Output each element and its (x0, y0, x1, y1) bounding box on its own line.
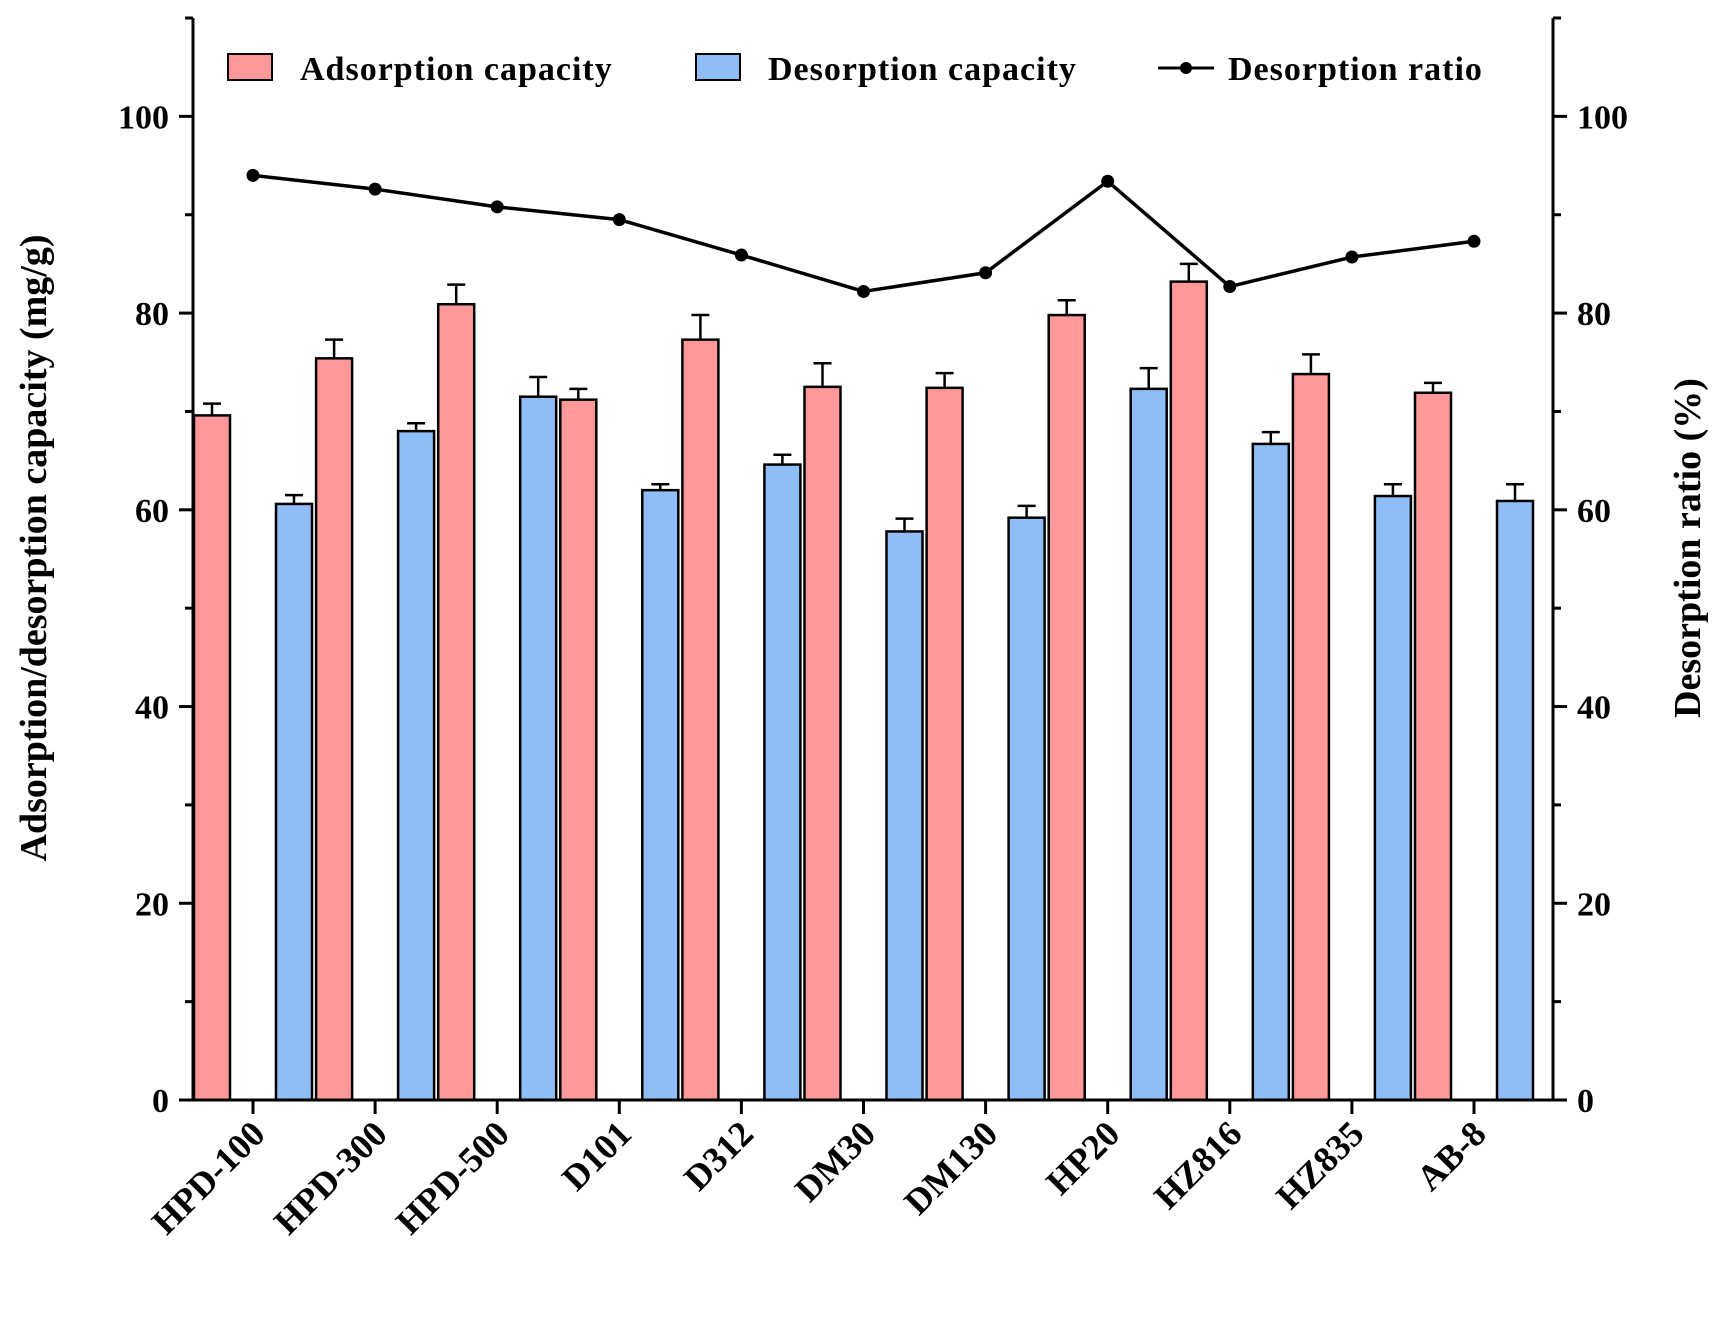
bar-desorption-D312 (763, 463, 802, 1102)
y-tick-label-40: 40 (135, 690, 169, 727)
y2-tick-label-100: 100 (1577, 99, 1628, 136)
legend-label-desorption: Desorption capacity (768, 51, 1077, 88)
y2-tick-label-20: 20 (1577, 886, 1611, 923)
x-tick-label-HP20: HP20 (1038, 1113, 1127, 1202)
bar-adsorption-HZ816 (1169, 280, 1209, 1102)
x-tick-label-DM30: DM30 (787, 1113, 883, 1209)
bar-desorption-HPD-100 (274, 502, 314, 1102)
y2-tick-label-0: 0 (1577, 1083, 1594, 1120)
x-tick-label-D101: D101 (554, 1113, 639, 1198)
bar-adsorption-D101 (559, 398, 598, 1102)
bar-adsorption-DM30 (803, 385, 842, 1102)
bar-adsorption-HPD-300 (314, 357, 354, 1102)
y-axis-title: Adsorption/desorption capacity (mg/g) (13, 235, 55, 862)
x-tick-label-D312: D312 (676, 1113, 761, 1198)
y-tick-label-100: 100 (118, 99, 169, 136)
bar-adsorption-HPD-500 (436, 302, 476, 1102)
bar-adsorption-DM130 (925, 386, 964, 1102)
legend-swatch-adsorption (227, 53, 273, 81)
bar-desorption-HZ835 (1373, 494, 1413, 1102)
x-tick-label-HZ835: HZ835 (1268, 1113, 1371, 1216)
ratio-point-D312 (734, 248, 748, 262)
axes-layer (179, 16, 1567, 1114)
bar-adsorption-D312 (681, 338, 720, 1102)
x-tick-label-DM130: DM130 (896, 1113, 1005, 1222)
y-tick-label-60: 60 (135, 493, 169, 530)
legend: Adsorption capacity Desorption capacity … (227, 51, 1483, 88)
y2-tick-label-40: 40 (1577, 690, 1611, 727)
ratio-point-D101 (612, 213, 626, 227)
ratio-point-HPD-100 (246, 168, 260, 182)
bar-desorption-DM30 (885, 530, 924, 1102)
ratio-point-AB-8 (1467, 234, 1481, 248)
ratio-point-HPD-300 (368, 182, 382, 196)
bar-desorption-HP20 (1129, 387, 1168, 1102)
ratio-point-HPD-500 (490, 200, 504, 214)
legend-marker-ratio (1180, 62, 1192, 74)
legend-swatch-desorption (695, 53, 741, 81)
bar-desorption-DM130 (1007, 516, 1046, 1102)
ratio-point-HZ835 (1345, 250, 1359, 264)
y-tick-label-80: 80 (135, 296, 169, 333)
x-tick-label-HZ816: HZ816 (1146, 1113, 1249, 1216)
x-tick-label-HPD-500: HPD-500 (388, 1113, 517, 1242)
ratio-point-HP20 (1101, 174, 1115, 188)
y-tick-label-20: 20 (135, 886, 169, 923)
ratio-point-DM30 (857, 284, 870, 298)
bar-desorption-D101 (641, 488, 680, 1102)
y2-tick-label-60: 60 (1577, 493, 1611, 530)
bar-desorption-HPD-500 (518, 395, 558, 1102)
y2-axis-title: Desorption ratio (%) (1667, 378, 1709, 718)
bar-desorption-HZ816 (1251, 442, 1291, 1102)
legend-label-ratio: Desorption ratio (1228, 51, 1483, 88)
ratio-point-HZ816 (1223, 280, 1237, 294)
y2-tick-label-80: 80 (1577, 296, 1611, 333)
bar-adsorption-HPD-100 (192, 414, 232, 1102)
bar-adsorption-HZ835 (1291, 372, 1331, 1102)
y-tick-label-0: 0 (152, 1083, 169, 1120)
x-tick-label-HPD-300: HPD-300 (266, 1113, 395, 1242)
bar-desorption-HPD-300 (396, 429, 436, 1102)
ratio-line (252, 173, 1475, 294)
x-tick-label-AB-8: AB-8 (1409, 1113, 1494, 1198)
legend-label-adsorption: Adsorption capacity (300, 51, 613, 88)
bar-adsorption-AB-8 (1413, 391, 1453, 1102)
x-tick-label-HPD-100: HPD-100 (144, 1113, 273, 1242)
line-layer (246, 168, 1481, 298)
bars-layer (192, 262, 1535, 1102)
bar-desorption-AB-8 (1495, 499, 1535, 1102)
bar-adsorption-HP20 (1047, 313, 1086, 1102)
ratio-point-DM130 (979, 266, 993, 280)
